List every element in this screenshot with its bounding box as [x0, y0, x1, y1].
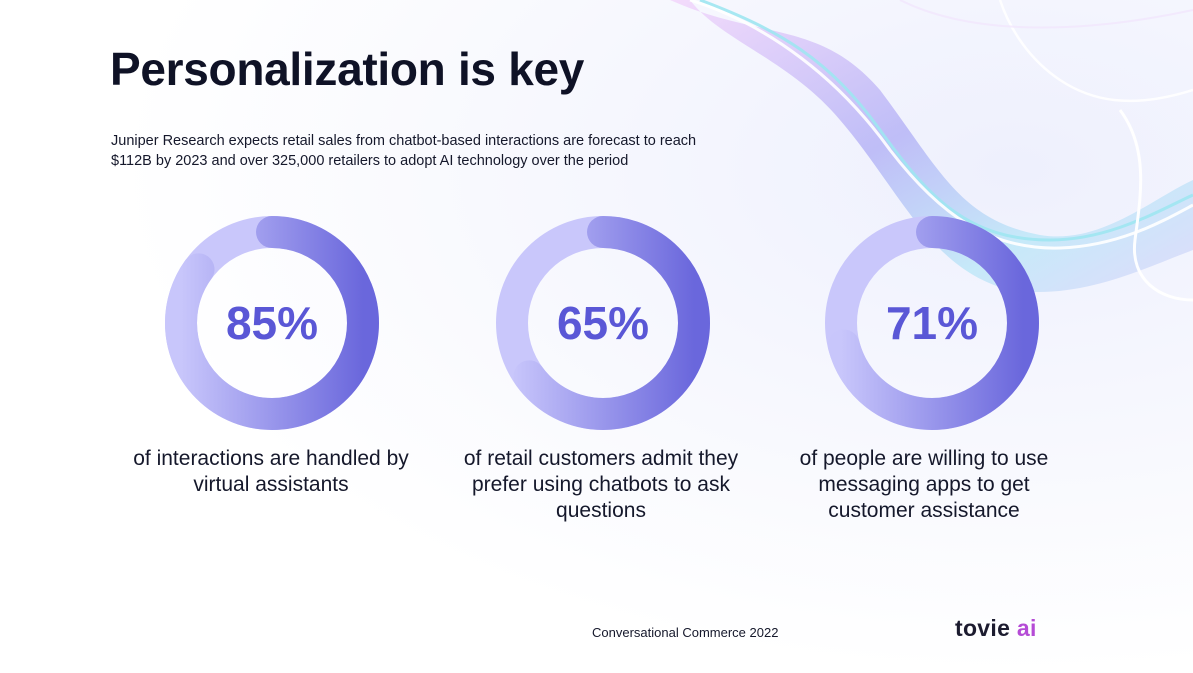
donut-caption-1: of interactions are handled by virtual a… — [133, 447, 409, 496]
donut-chart-3: 71% — [825, 216, 1039, 430]
donut-svg-1 — [165, 216, 379, 430]
donut-arc-1 — [165, 216, 379, 430]
donut-svg-3 — [825, 216, 1039, 430]
donut-value-label-2: 65% — [556, 297, 650, 349]
donut-value-label-3: 71% — [885, 297, 979, 349]
logo-word: tovie — [955, 615, 1011, 641]
footer-source: Conversational Commerce 2022 — [592, 625, 779, 640]
donut-caption-2: of retail customers admit they prefer us… — [463, 447, 739, 522]
donut-arc-3 — [825, 216, 1039, 430]
donut-value-label-1: 85% — [225, 297, 319, 349]
donut-arc-2 — [496, 216, 710, 430]
tovie-ai-logo: tovie ai — [955, 615, 1037, 642]
donut-svg-2 — [496, 216, 710, 430]
donut-caption-3: of people are willing to use messaging a… — [799, 447, 1049, 522]
page-subtitle: Juniper Research expects retail sales fr… — [111, 133, 697, 169]
donut-chart-1: 85% — [165, 216, 379, 430]
page-title: Personalization is key — [110, 43, 585, 95]
logo-accent: ai — [1016, 615, 1037, 641]
donut-chart-2: 65% — [496, 216, 710, 430]
